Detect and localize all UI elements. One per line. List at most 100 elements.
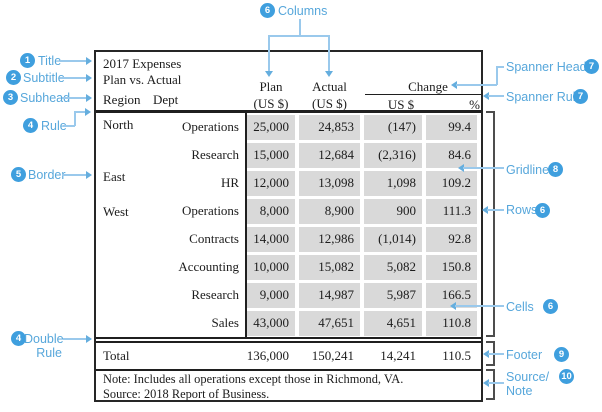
rows-bracket <box>486 111 495 337</box>
source-text: Source: 2018 Report of Business. <box>103 387 270 401</box>
table-cell: 110.8 <box>426 310 477 336</box>
badge-subhead: 3 <box>3 90 18 105</box>
annotation-double-rule-line1: Double <box>24 332 64 346</box>
table-cell: 5,987 <box>364 282 422 308</box>
spanner-rule <box>365 94 481 96</box>
table-cell: 15,082 <box>299 254 360 280</box>
table-cell: 9,000 <box>247 282 295 308</box>
annotation-subtitle: Subtitle <box>23 71 65 85</box>
connector-spanner-header <box>496 66 504 68</box>
col-header-plan: Plan <box>259 79 283 94</box>
annotation-footer: Footer <box>506 348 543 362</box>
badge-spanner-rule: 7 <box>573 89 588 104</box>
stub-vertical-rule <box>245 113 247 337</box>
connector-double-rule <box>63 338 86 340</box>
region-label: West <box>103 204 129 219</box>
arrow-rule-icon <box>85 108 91 116</box>
table-cell: 24,853 <box>299 114 360 140</box>
dept-label: Research <box>191 287 239 302</box>
table-cell: 25,000 <box>247 114 295 140</box>
table-cell: 12,000 <box>247 170 295 196</box>
connector-spanner-rule <box>488 95 504 97</box>
connector-columns <box>268 35 329 37</box>
arrow-double-rule-icon <box>86 335 92 343</box>
connector-rows <box>487 209 504 211</box>
annotation-rows: Rows <box>506 203 538 217</box>
table-cell: 15,000 <box>247 142 295 168</box>
dept-label: Sales <box>211 315 239 330</box>
col-header-actual: Actual <box>312 79 347 94</box>
connector-gridlines <box>463 167 504 169</box>
arrow-cells-icon <box>450 302 456 310</box>
table-cell: 43,000 <box>247 310 295 336</box>
footer-cell: 14,241 <box>380 348 416 363</box>
connector-columns <box>328 35 330 71</box>
table-cell: 900 <box>364 198 422 224</box>
arrow-source-note-icon <box>483 379 489 387</box>
connector-footer <box>488 353 504 355</box>
footer-rule <box>96 369 481 371</box>
annotation-source-note-line2: Note <box>506 384 533 398</box>
badge-footer: 9 <box>554 347 569 362</box>
table-cell: 92.8 <box>426 226 477 252</box>
col-header-change-pct: % <box>469 97 480 112</box>
connector-border <box>62 174 86 176</box>
annotation-rule: Rule <box>41 119 67 133</box>
dept-column: Operations Research HR Operations Contracts A… <box>96 113 239 337</box>
col-header-actual-unit: (US $) <box>311 96 348 111</box>
connector-cells <box>455 305 504 307</box>
annotation-columns: Columns <box>278 4 328 18</box>
connector-columns <box>299 19 301 35</box>
footer-cell: 110.5 <box>442 348 471 363</box>
badge-border: 5 <box>11 167 26 182</box>
table-title: 2017 Expenses <box>103 56 182 71</box>
table-cell: 109.2 <box>426 170 477 196</box>
table-cell: 150.8 <box>426 254 477 280</box>
table-cell: 12,986 <box>299 226 360 252</box>
arrow-spanner-rule-icon <box>483 92 489 100</box>
table-cell: 111.3 <box>426 198 477 224</box>
table-cell: 47,651 <box>299 310 360 336</box>
footer-total-label: Total <box>103 348 130 363</box>
subhead-dept: Dept <box>153 92 179 107</box>
badge-cells: 6 <box>543 299 558 314</box>
badge-columns: 6 <box>260 3 275 18</box>
table-cell: 10,000 <box>247 254 295 280</box>
col-header-plan-unit: (US $) <box>253 96 289 111</box>
table-cell: 8,000 <box>247 198 295 224</box>
arrow-rows-icon <box>482 206 488 214</box>
connector-rule <box>74 111 76 126</box>
region-label: North <box>103 117 134 132</box>
annotation-spanner-header: Spanner Header <box>506 60 598 74</box>
footer-cell: 136,000 <box>246 348 289 363</box>
table-cell: 12,684 <box>299 142 360 168</box>
spanner-header-change: Change <box>408 79 448 94</box>
arrow-footer-icon <box>483 350 489 358</box>
annotation-gridlines: Gridlines <box>506 163 556 177</box>
connector-spanner-header <box>496 66 498 85</box>
subhead-region: Region <box>103 92 141 107</box>
footer-grid: 136,000 150,241 14,241 110.5 <box>247 343 477 369</box>
table-cell: (1,014) <box>364 226 422 252</box>
table-cell: (147) <box>364 114 422 140</box>
badge-title: 1 <box>20 53 35 68</box>
arrow-columns-plan-icon <box>265 71 273 77</box>
badge-gridlines: 8 <box>548 162 563 177</box>
badge-rule: 4 <box>23 118 38 133</box>
connector-title <box>60 60 86 62</box>
badge-spanner-header: 7 <box>584 59 599 74</box>
arrow-columns-actual-icon <box>325 71 333 77</box>
table-cell: 8,900 <box>299 198 360 224</box>
connector-columns <box>268 35 270 71</box>
arrow-title-icon <box>86 57 92 65</box>
connector-rule <box>63 125 75 127</box>
annotation-title: Title <box>38 54 62 68</box>
annotation-spanner-rule: Spanner Rule <box>506 90 583 104</box>
expense-table: 2017 Expenses Plan vs. Actual Region Dep… <box>94 50 483 402</box>
dept-label: HR <box>220 175 239 190</box>
table-cell: 13,098 <box>299 170 360 196</box>
dept-label: Operations <box>181 119 239 134</box>
arrow-subtitle-icon <box>86 74 92 82</box>
table-cell: (2,316) <box>364 142 422 168</box>
